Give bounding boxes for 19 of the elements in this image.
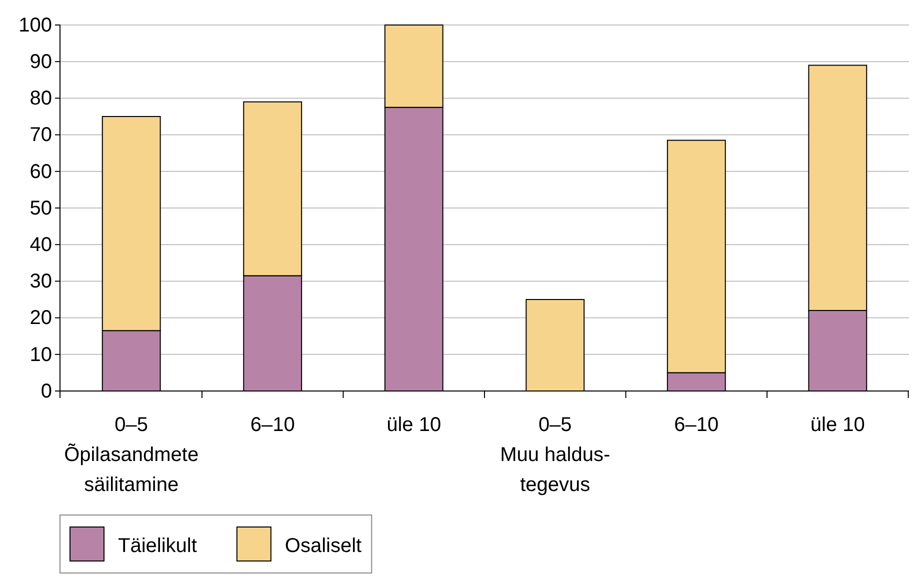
- y-tick-label: 90: [30, 51, 52, 73]
- legend-label: Osaliselt: [284, 535, 362, 557]
- x-tick-label: üle 10: [810, 414, 865, 436]
- y-tick-label: 70: [30, 124, 52, 146]
- x-tick-label: üle 10: [386, 414, 442, 436]
- y-tick-label: 0: [40, 380, 52, 402]
- y-tick-label: 10: [30, 344, 52, 366]
- y-tick-label: 80: [30, 88, 52, 110]
- y-tick-label: 40: [30, 234, 52, 256]
- y-tick-label: 20: [30, 307, 52, 330]
- y-tick-label: 100: [18, 14, 52, 36]
- x-tick-label: 0–5 Õpilasandmete säilitamine: [64, 414, 199, 496]
- y-tick-label: 60: [30, 160, 52, 183]
- x-tick-label: 6–10: [250, 414, 295, 436]
- legend-label: Täielikult: [118, 535, 198, 557]
- x-tick-label: 6–10: [674, 414, 719, 436]
- y-tick-label: 30: [30, 270, 52, 293]
- y-tick-label: 50: [30, 197, 52, 220]
- x-tick-label: 0–5 Muu haldus- tegevus: [500, 414, 610, 496]
